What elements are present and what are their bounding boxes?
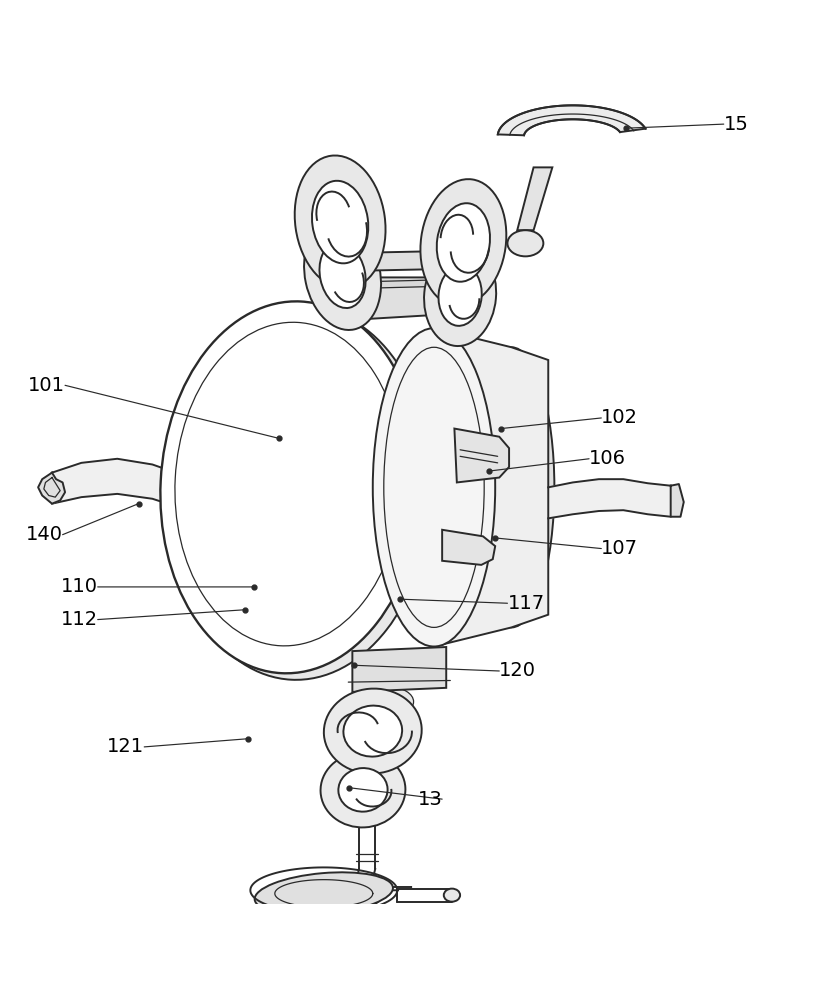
Ellipse shape xyxy=(508,230,543,257)
Ellipse shape xyxy=(265,883,382,917)
Ellipse shape xyxy=(320,752,405,827)
Ellipse shape xyxy=(444,889,460,902)
Ellipse shape xyxy=(324,689,422,774)
Polygon shape xyxy=(352,277,463,320)
Polygon shape xyxy=(455,428,509,483)
Polygon shape xyxy=(354,251,471,271)
Ellipse shape xyxy=(161,301,422,673)
Polygon shape xyxy=(548,480,671,518)
Ellipse shape xyxy=(295,156,386,288)
Ellipse shape xyxy=(437,203,490,281)
Ellipse shape xyxy=(343,706,402,756)
Polygon shape xyxy=(498,105,645,136)
Ellipse shape xyxy=(424,245,496,346)
Ellipse shape xyxy=(364,687,414,716)
Polygon shape xyxy=(342,279,471,288)
Polygon shape xyxy=(52,459,206,518)
Ellipse shape xyxy=(438,266,482,326)
Text: 121: 121 xyxy=(107,737,144,756)
Polygon shape xyxy=(352,647,446,692)
Ellipse shape xyxy=(277,893,371,921)
Ellipse shape xyxy=(468,347,554,627)
Polygon shape xyxy=(434,328,548,646)
Ellipse shape xyxy=(312,180,369,264)
Text: 13: 13 xyxy=(418,790,442,809)
Ellipse shape xyxy=(255,872,393,915)
Polygon shape xyxy=(671,484,684,516)
Text: 117: 117 xyxy=(508,594,545,612)
Ellipse shape xyxy=(373,328,495,646)
Ellipse shape xyxy=(338,768,387,812)
Text: 102: 102 xyxy=(601,408,638,427)
Ellipse shape xyxy=(304,220,381,330)
Text: 107: 107 xyxy=(601,539,638,558)
Ellipse shape xyxy=(170,308,432,680)
Ellipse shape xyxy=(420,179,506,306)
Text: 112: 112 xyxy=(61,610,97,629)
Polygon shape xyxy=(38,473,65,503)
Text: 140: 140 xyxy=(25,525,62,544)
Polygon shape xyxy=(336,289,352,305)
Text: 110: 110 xyxy=(61,578,97,597)
Text: 101: 101 xyxy=(28,376,65,394)
Ellipse shape xyxy=(319,242,365,308)
Text: 106: 106 xyxy=(589,449,626,469)
Polygon shape xyxy=(442,530,495,565)
Text: 15: 15 xyxy=(724,115,749,134)
Polygon shape xyxy=(518,167,552,230)
Text: 120: 120 xyxy=(500,661,536,681)
